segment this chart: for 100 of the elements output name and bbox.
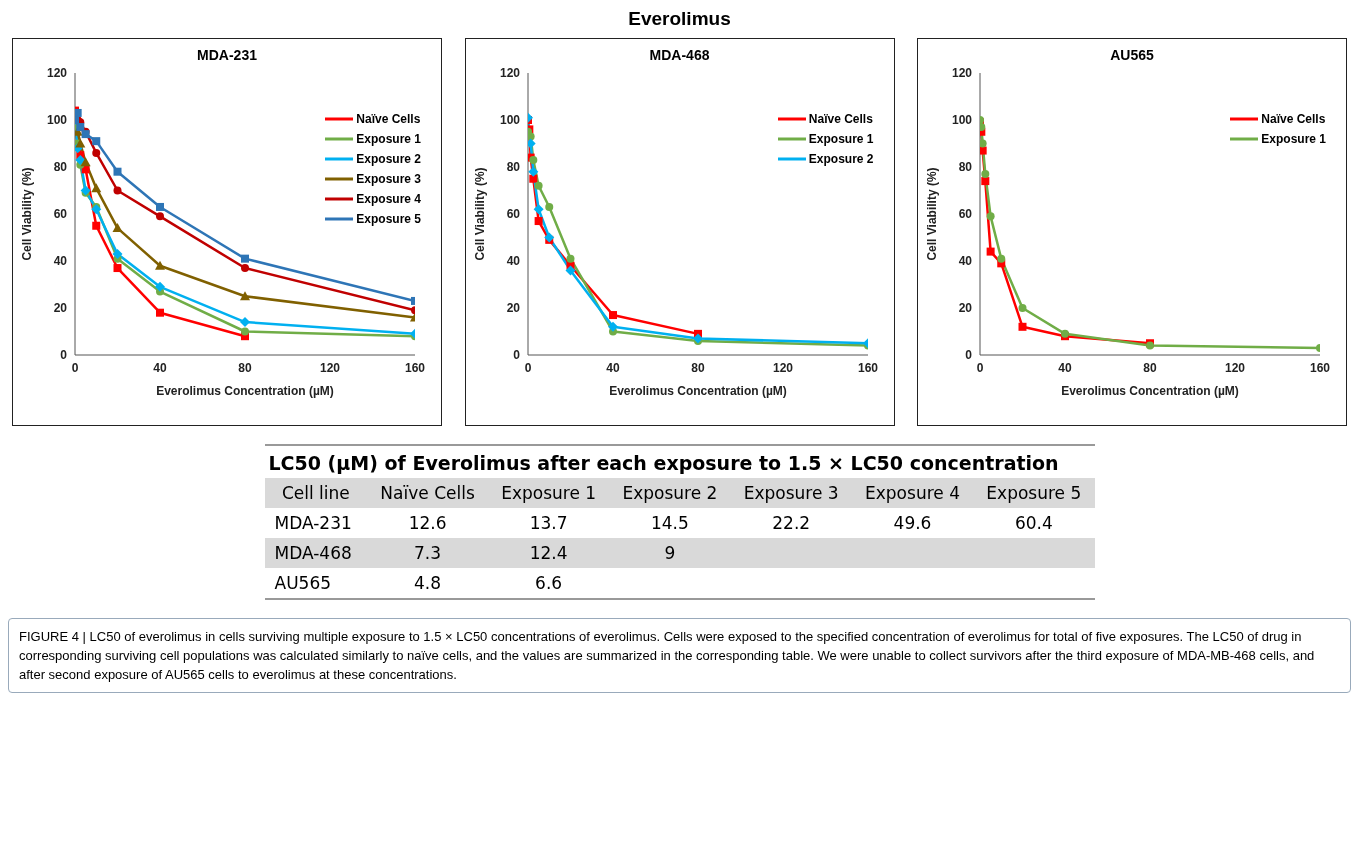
x-tick-label: Exposure 3 xyxy=(742,482,840,505)
point xyxy=(92,137,101,146)
x-tick-label: Naïve Cells xyxy=(379,482,476,505)
point xyxy=(155,260,165,270)
point xyxy=(240,291,250,301)
y-tick-label: 20 xyxy=(53,301,68,316)
point xyxy=(527,138,536,149)
x-tick-label: 0 xyxy=(524,360,532,375)
data-label: 12.6 xyxy=(407,512,448,535)
y-tick-label: MDA-468 xyxy=(273,542,353,565)
y-tick-label: 100 xyxy=(951,113,973,128)
y-tick-label: 0 xyxy=(512,348,520,363)
legend-label: Exposure 1 xyxy=(808,131,874,148)
x-tick-label: 160 xyxy=(857,360,878,375)
point xyxy=(240,317,250,328)
data-label: 7.3 xyxy=(413,542,443,565)
x-tick-label: 80 xyxy=(690,360,705,375)
data-label: 22.2 xyxy=(771,512,812,535)
point xyxy=(533,204,544,215)
x-tick-label: Exposure 4 xyxy=(864,482,961,505)
x-tick-label: Exposure 2 xyxy=(621,482,719,505)
chart-title: MDA-231 xyxy=(196,47,258,63)
point xyxy=(1018,322,1027,331)
y-tick-label: 80 xyxy=(506,160,520,175)
point xyxy=(155,281,165,292)
point xyxy=(156,212,164,221)
y-tick-label: 0 xyxy=(60,348,68,363)
x-axis-title: Everolimus Concentration (µM) xyxy=(608,384,787,398)
caption: FIGURE 4 | LC50 of everolimus in cells surviving multiple exposure to 1.5 × LC50 concentrations of everolimus. Cells were exposed to the specified concentration of everolimus for total of five exposures. The LC50 of drug in corresponding surviving cell populations was calculated similarly to naïve cells, and the values are summarized in the corresponding table. We were unable to collect survivors after the third exposure of MDA-MB-468 cells, and after second exposure of AU565 cells to everolimus at these concentrations. xyxy=(19,628,1316,684)
legend-label: Naïve Cells xyxy=(808,111,873,128)
x-tick-label: 0 xyxy=(976,360,984,375)
legend-label: Exposure 2 xyxy=(356,151,421,168)
point xyxy=(241,264,249,273)
point xyxy=(112,223,123,233)
x-tick-label: 80 xyxy=(1143,360,1157,375)
legend-label: Exposure 1 xyxy=(356,131,421,148)
point xyxy=(981,177,990,186)
point xyxy=(607,321,618,332)
data-label: 4.8 xyxy=(413,572,443,595)
x-tick-label: 40 xyxy=(153,360,167,375)
y-axis-title: Cell Viability (%) xyxy=(925,167,940,261)
point xyxy=(565,265,575,276)
data-label: 49.6 xyxy=(892,512,933,535)
point xyxy=(113,264,122,273)
point xyxy=(113,167,122,176)
y-tick-label: 40 xyxy=(958,254,973,269)
point xyxy=(997,254,1006,263)
y-tick-label: 100 xyxy=(499,113,520,128)
point xyxy=(534,217,543,226)
y-tick-label: 80 xyxy=(958,160,973,175)
data-label: 6.6 xyxy=(534,572,564,595)
y-tick-label: 20 xyxy=(958,301,973,316)
point xyxy=(92,221,101,230)
data-label: 14.5 xyxy=(649,512,690,535)
point xyxy=(1018,304,1027,312)
legend-label: Exposure 1 xyxy=(1261,131,1326,148)
point xyxy=(75,154,86,165)
point xyxy=(986,247,995,256)
y-tick-label: 120 xyxy=(951,66,973,81)
y-tick-label: AU565 xyxy=(273,572,333,595)
x-tick-label: 80 xyxy=(238,360,252,375)
y-tick-label: MDA-231 xyxy=(273,512,353,535)
chart-title: LC50 (µM) of Everolimus after each exposure to 1.5 × LC50 concentration xyxy=(264,444,1095,478)
data-label: 60.4 xyxy=(1013,512,1054,535)
data-label: 9 xyxy=(663,542,677,565)
point xyxy=(113,186,122,195)
x-axis-title: Everolimus Concentration (µM) xyxy=(156,384,334,398)
x-tick-label: Exposure 5 xyxy=(985,482,1083,505)
data-label: 13.7 xyxy=(528,512,569,535)
y-tick-label: 0 xyxy=(965,348,973,363)
point xyxy=(544,202,553,211)
y-axis-title: Cell Viability (%) xyxy=(20,167,35,261)
x-tick-label: 40 xyxy=(605,360,620,375)
y-tick-label: 60 xyxy=(958,207,973,222)
point xyxy=(566,254,574,263)
point xyxy=(91,183,102,193)
legend-label: Naïve Cells xyxy=(1261,111,1326,128)
point xyxy=(75,138,86,148)
x-tick-label: 160 xyxy=(404,360,426,375)
y-tick-label: 20 xyxy=(506,301,520,316)
y-tick-label: 120 xyxy=(499,66,520,81)
legend-label: Exposure 2 xyxy=(808,151,874,168)
y-tick-label: 100 xyxy=(46,113,68,128)
x-tick-label: 40 xyxy=(1058,360,1072,375)
x-tick-label: 120 xyxy=(772,360,793,375)
x-tick-label: 160 xyxy=(1309,360,1331,375)
x-tick-label: 0 xyxy=(71,360,79,375)
point xyxy=(92,148,101,157)
y-tick-label: 120 xyxy=(46,66,68,81)
y-axis-title: Cell line xyxy=(280,482,351,505)
data-label: 12.4 xyxy=(528,542,569,565)
point xyxy=(112,248,123,259)
text: Everolimus xyxy=(628,8,731,29)
point xyxy=(527,132,535,141)
point xyxy=(156,308,164,317)
legend-label: Exposure 4 xyxy=(356,191,421,208)
point xyxy=(980,146,987,155)
point xyxy=(534,181,543,190)
point xyxy=(608,311,617,320)
point xyxy=(241,327,249,336)
